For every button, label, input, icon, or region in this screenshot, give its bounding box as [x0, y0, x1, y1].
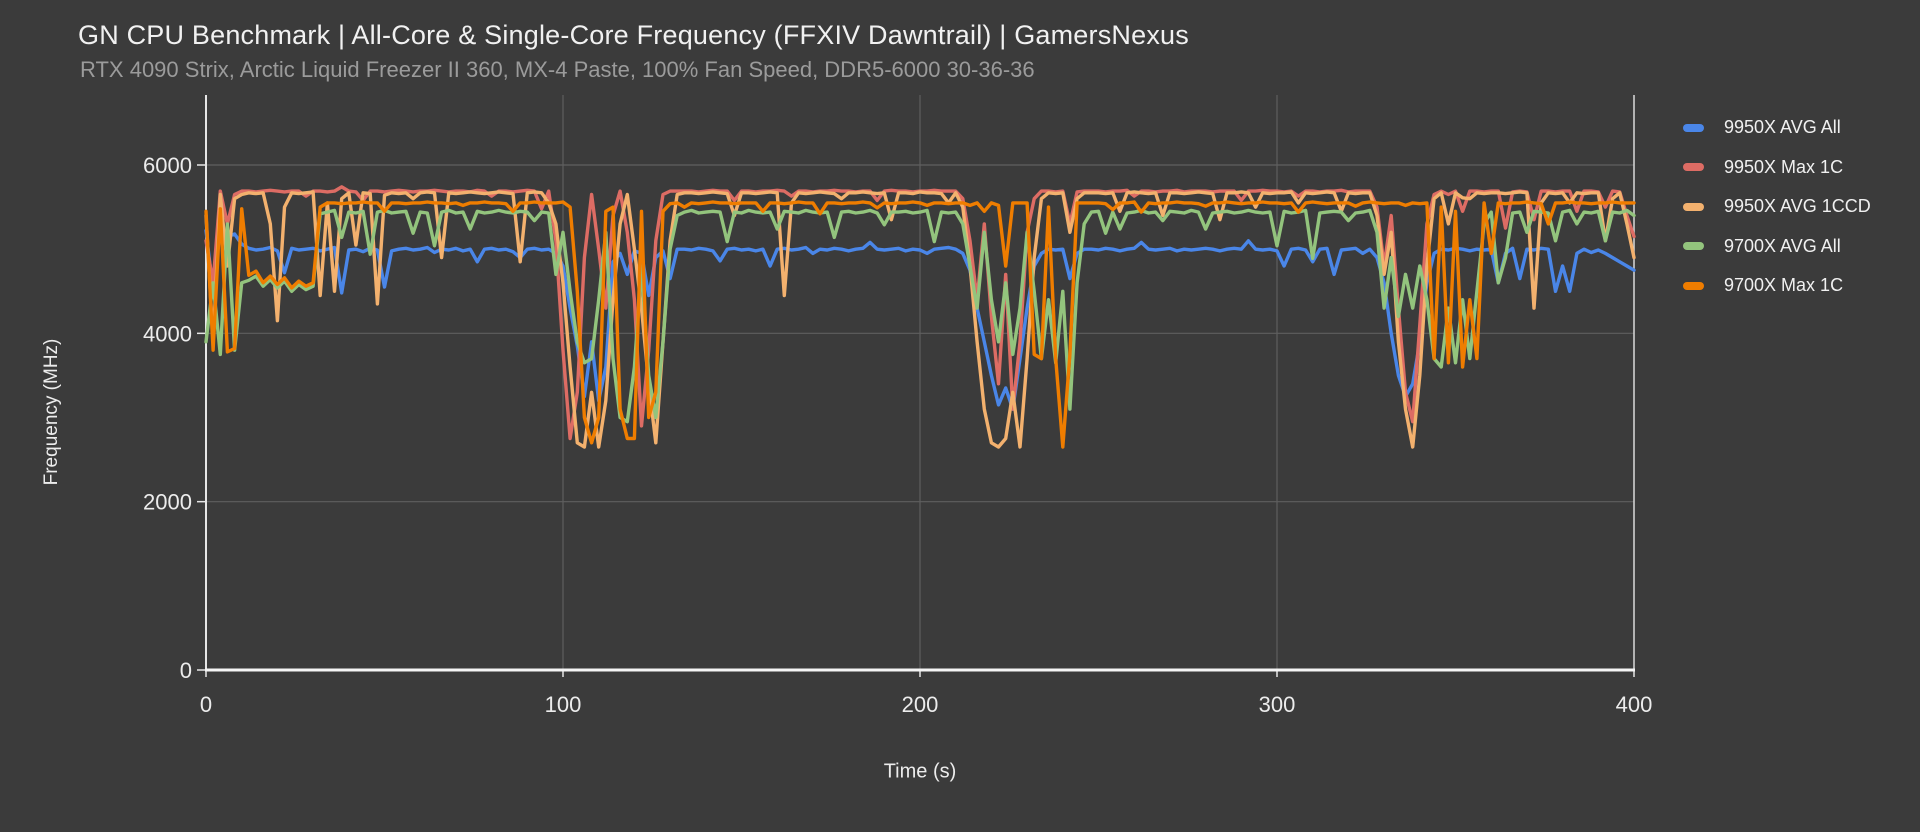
series-line-9700x-max-1c [204, 200, 1636, 449]
y-tick-label: 0 [180, 658, 192, 683]
x-tick-label: 0 [200, 692, 212, 717]
legend-label: 9950X AVG All [1724, 117, 1841, 138]
x-axis-title: Time (s) [883, 760, 957, 783]
y-tick-label: 6000 [143, 153, 192, 178]
legend-swatch-icon [1683, 281, 1704, 290]
y-tick-label: 2000 [143, 490, 192, 515]
x-tick-label: 300 [1259, 692, 1296, 717]
x-tick-label: 100 [545, 692, 582, 717]
legend: 9950X AVG All 9950X Max 1C 9950X AVG 1CCD 9… [1683, 108, 1871, 306]
y-tick-label: 4000 [143, 321, 192, 346]
chart-title: GN CPU Benchmark | All-Core & Single-Cor… [78, 20, 1189, 50]
legend-label: 9950X AVG 1CCD [1724, 196, 1871, 217]
legend-item-9700x-max-1c: 9700X Max 1C [1683, 266, 1871, 306]
legend-swatch-icon [1683, 163, 1704, 172]
legend-swatch-icon [1683, 242, 1704, 251]
x-tick-label: 200 [902, 692, 939, 717]
legend-item-9950x-max-1c: 9950X Max 1C [1683, 148, 1871, 188]
legend-label: 9700X Max 1C [1724, 275, 1844, 296]
legend-swatch-icon [1683, 202, 1704, 211]
legend-item-9950x-avg-1ccd: 9950X AVG 1CCD [1683, 187, 1871, 227]
legend-item-9700x-avg-all: 9700X AVG All [1683, 227, 1871, 267]
y-axis-title: Frequency (MHz) [41, 338, 62, 486]
legend-item-9950x-avg-all: 9950X AVG All [1683, 108, 1871, 148]
legend-swatch-icon [1683, 123, 1704, 132]
legend-label: 9700X AVG All [1724, 235, 1841, 256]
chart-subtitle: RTX 4090 Strix, Arctic Liquid Freezer II… [80, 57, 1035, 82]
series-line-9700x-avg-all [204, 208, 1636, 424]
x-tick-label: 400 [1616, 692, 1653, 717]
legend-label: 9950X Max 1C [1724, 156, 1844, 177]
